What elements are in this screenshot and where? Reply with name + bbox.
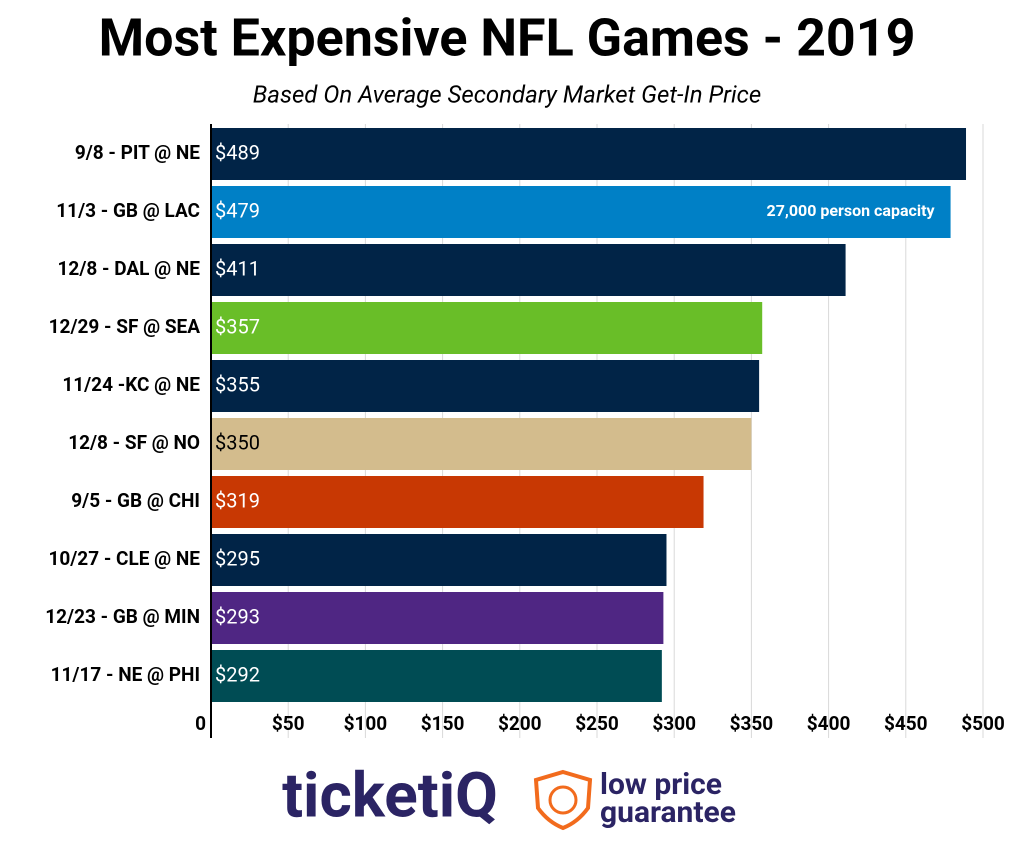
y-tick-label: 12/8 - DAL @ NE — [58, 257, 201, 280]
annotation: 27,000 person capacity — [767, 201, 936, 220]
x-tick-label: $100 — [344, 712, 388, 735]
y-tick-label: 10/27 - CLE @ NE — [48, 547, 200, 570]
y-tick-label: 12/29 - SF @ SEA — [49, 315, 201, 338]
value-label: $295 — [215, 546, 260, 570]
value-label: $357 — [215, 314, 260, 338]
y-tick-label: 9/8 - PIT @ NE — [75, 141, 200, 164]
x-tick-label: $400 — [807, 712, 851, 735]
x-tick-label: $150 — [421, 712, 465, 735]
logo-coin — [548, 785, 578, 815]
bar — [211, 650, 662, 702]
bar — [211, 302, 763, 354]
bar — [211, 476, 704, 528]
logo-shield — [533, 769, 593, 831]
value-label: $319 — [215, 488, 260, 512]
bar — [211, 418, 752, 470]
logo: ticketiQ low price guarantee — [282, 759, 736, 832]
y-tick-label: 9/5 - GB @ CHI — [71, 489, 200, 512]
x-tick-label: $250 — [575, 712, 619, 735]
x-tick-label: $500 — [961, 712, 1005, 735]
y-tick-label: 12/23 - GB @ MIN — [45, 605, 200, 628]
value-label: $350 — [215, 430, 260, 454]
bar — [211, 592, 664, 644]
logo-tagline: guarantee — [600, 795, 736, 830]
value-label: $489 — [215, 140, 260, 164]
value-label: $355 — [215, 372, 260, 396]
logo-tagline: low price — [600, 767, 722, 802]
bar — [211, 244, 846, 296]
x-tick-label: $200 — [498, 712, 542, 735]
bar — [211, 534, 667, 586]
y-tick-label: 11/3 - GB @ LAC — [56, 199, 200, 222]
logo-brand: ticketiQ — [282, 759, 498, 832]
value-label: $479 — [215, 198, 260, 222]
x-tick-label: $50 — [272, 712, 305, 735]
value-label: $292 — [215, 662, 260, 686]
chart-title: Most Expensive NFL Games - 2019 — [99, 8, 916, 69]
bar — [211, 360, 760, 412]
x-tick-label: 0 — [195, 712, 206, 735]
x-tick-label: $450 — [884, 712, 928, 735]
y-tick-label: 11/17 - NE @ PHI — [51, 663, 200, 686]
chart-subtitle: Based On Average Secondary Market Get-In… — [253, 80, 761, 108]
bar — [211, 128, 967, 180]
y-tick-label: 12/8 - SF @ NO — [68, 431, 200, 454]
x-tick-label: $300 — [652, 712, 696, 735]
value-label: $293 — [215, 604, 260, 628]
value-label: $411 — [215, 256, 260, 280]
y-tick-label: 11/24 -KC @ NE — [62, 373, 200, 396]
bar — [211, 186, 951, 238]
x-tick-label: $350 — [730, 712, 774, 735]
